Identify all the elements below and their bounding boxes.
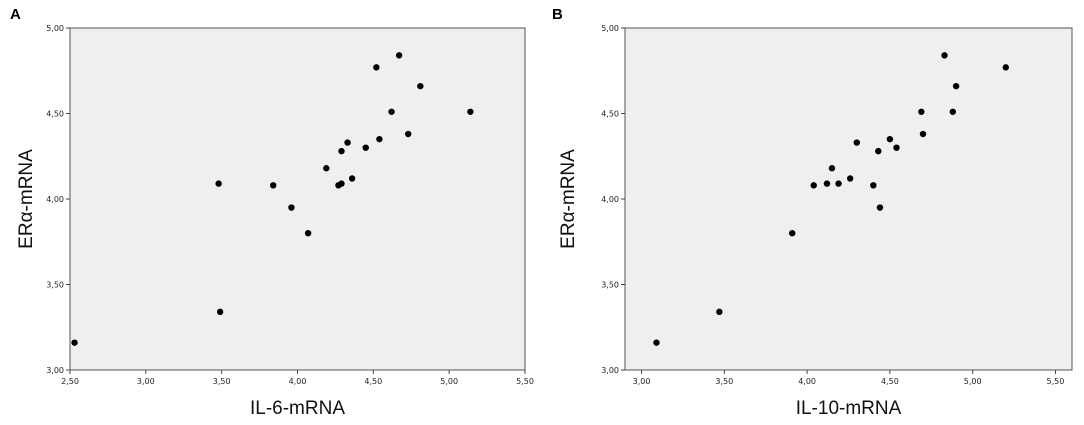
plot-area [624,27,1073,371]
y-tick-label: 3,00 [601,366,619,375]
data-point [71,339,78,346]
data-point [395,52,403,59]
data-point [348,175,356,182]
data-point [216,308,224,316]
scatter-panel-a: A 3,00 3,50 4,00 4,50 5,00 2,50 3,00 3,50 4,00 4,… [10,6,534,419]
x-tick-label: 3,00 [633,377,651,386]
data-point [952,82,960,90]
data-point [823,180,831,187]
x-axis-title: IL-6-mRNA [250,398,345,419]
data-point [323,165,330,172]
data-point [893,144,900,151]
data-point [417,82,424,90]
x-tick-label: 2,50 [61,377,79,386]
data-point [288,204,295,211]
data-point [405,130,412,138]
y-tick-label: 3,50 [46,281,64,290]
panel-label-a: A [10,6,21,23]
data-point [338,147,345,155]
data-point [467,108,474,115]
x-tick-label: 5,00 [440,377,458,386]
data-point [918,108,925,115]
x-tick-label: 5,50 [516,377,534,386]
x-tick-label: 3,00 [137,377,155,386]
x-tick-label: 5,50 [1047,377,1065,386]
y-axis-title: ERα-mRNA [558,149,579,249]
plot-area [69,27,526,371]
x-tick-label: 4,00 [798,377,816,386]
data-point [846,175,854,182]
data-point [215,180,222,187]
y-tick-label: 4,50 [601,110,619,119]
data-point [886,135,894,143]
x-tick-label: 3,50 [213,377,231,386]
data-point [789,230,796,237]
data-point [344,139,351,146]
y-tick-label: 4,50 [46,110,64,119]
data-point [362,144,369,151]
x-tick-label: 5,00 [964,377,982,386]
data-point [304,230,312,237]
y-axis-title: ERα-mRNA [16,149,37,249]
data-point [653,339,660,346]
data-point [1002,64,1009,71]
data-point [376,135,383,143]
x-tick-label: 3,50 [715,377,733,386]
data-point [270,182,277,189]
data-point [373,64,380,71]
data-point [828,165,836,172]
data-point [810,182,817,189]
data-point [949,108,956,115]
x-tick-label: 4,50 [364,377,382,386]
data-point [835,180,842,187]
panel-label-b: B [552,6,563,23]
data-point [388,108,395,115]
y-tick-label: 5,00 [46,24,64,33]
x-tick-label: 4,50 [881,377,899,386]
y-tick-label: 3,00 [46,366,64,375]
data-point [716,308,723,316]
data-point [876,204,884,211]
data-point [875,147,882,155]
data-point [853,139,860,146]
y-tick-label: 4,00 [46,195,64,204]
scatter-panel-b: B 3,00 3,50 4,00 4,50 5,00 3,00 3,50 4,00 4,50 5,… [542,0,1084,425]
x-axis-title: IL-10-mRNA [796,398,902,419]
y-tick-label: 5,00 [601,24,619,33]
x-tick-label: 4,00 [289,377,307,386]
data-point [919,130,927,138]
y-tick-label: 4,00 [601,195,619,204]
y-tick-label: 3,50 [601,281,619,290]
data-point [941,52,948,59]
scatter-chart-b: 3,00 3,50 4,00 4,50 5,00 3,00 3,50 4,00 4,50 5,00… [558,24,1073,419]
data-point [870,182,877,189]
scatter-chart-a: 3,00 3,50 4,00 4,50 5,00 2,50 3,00 3,50 4,00 4,50… [16,24,534,419]
data-point [338,180,345,187]
